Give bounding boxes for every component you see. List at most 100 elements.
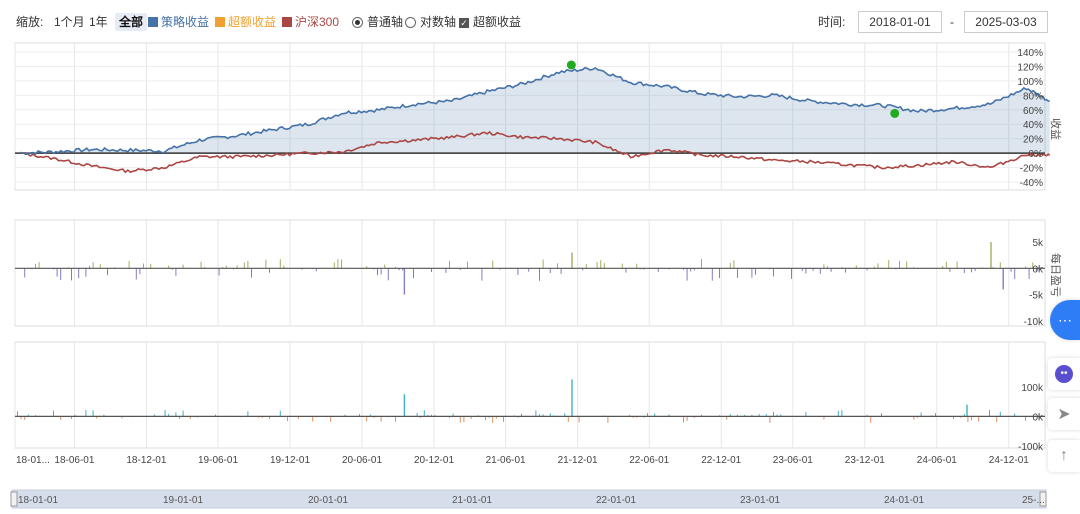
bar xyxy=(990,242,992,269)
bar-panel-y-tick: -10k xyxy=(1024,317,1044,328)
navigator-left-handle[interactable] xyxy=(10,491,18,507)
x-tick-label: 24-12-01 xyxy=(989,455,1029,466)
normal-axis-radio[interactable]: 普通轴 xyxy=(352,13,403,31)
legend-hs300-label: 沪深300 xyxy=(295,15,340,29)
bar xyxy=(78,268,80,279)
legend-excess-label: 超额收益 xyxy=(228,15,277,29)
bar xyxy=(737,268,738,278)
back-to-top-button[interactable]: ↑ xyxy=(1048,440,1080,472)
bar xyxy=(373,416,375,418)
navigator-right-handle[interactable] xyxy=(1039,491,1047,507)
excess-return-checkbox[interactable]: ✓ 超额收益 xyxy=(459,13,521,31)
bar xyxy=(449,416,450,418)
zoom-all-button[interactable]: 全部 xyxy=(115,13,148,31)
bar xyxy=(269,268,270,273)
bar xyxy=(218,268,220,276)
bar xyxy=(85,410,87,417)
end-date-input[interactable]: 2025-03-03 xyxy=(964,11,1048,33)
bar xyxy=(521,413,522,417)
bar xyxy=(585,264,587,269)
bar xyxy=(758,413,760,417)
bar xyxy=(801,268,803,272)
bar xyxy=(265,259,267,269)
bar xyxy=(726,416,728,420)
returns-y-tick: 80% xyxy=(1023,91,1043,102)
bar xyxy=(179,416,180,419)
bar xyxy=(128,261,130,269)
bar xyxy=(398,268,400,271)
bar xyxy=(204,267,206,269)
send-feedback-button[interactable]: ➤ xyxy=(1048,398,1080,430)
x-tick-label: 19-06-01 xyxy=(198,455,238,466)
bar xyxy=(89,265,90,269)
min-point-marker[interactable] xyxy=(890,108,900,118)
bar xyxy=(632,416,634,418)
start-date-input[interactable]: 2018-01-01 xyxy=(858,11,942,33)
bar xyxy=(693,268,695,271)
bar xyxy=(387,268,389,281)
zoom-1-year-button[interactable]: 1年 xyxy=(89,15,108,29)
bar xyxy=(269,416,270,419)
bar xyxy=(463,416,465,423)
bar xyxy=(1028,268,1030,279)
bar xyxy=(971,416,972,421)
legend-hs300-swatch xyxy=(282,17,292,27)
bar xyxy=(560,268,562,274)
bar xyxy=(899,260,900,269)
bar xyxy=(135,268,137,280)
bar xyxy=(870,416,872,423)
time-label: 时间: xyxy=(818,15,846,29)
bar xyxy=(481,268,483,281)
returns-y-tick: 0% xyxy=(1029,149,1044,160)
x-tick-label: 18-12-01 xyxy=(126,455,166,466)
zoom-1-month-button[interactable]: 1个月 xyxy=(54,15,85,29)
bar xyxy=(485,416,486,420)
bar xyxy=(837,410,839,417)
bar xyxy=(607,416,609,423)
bar xyxy=(17,411,18,417)
navigator-tick-label: 21-01-01 xyxy=(452,495,492,506)
bar xyxy=(917,416,918,418)
bar xyxy=(85,268,87,277)
bar xyxy=(733,260,735,269)
bar xyxy=(549,268,551,273)
bar xyxy=(251,268,252,278)
returns-y-tick: -40% xyxy=(1020,178,1043,189)
bar xyxy=(913,416,915,420)
assistant-button[interactable]: •• xyxy=(1048,358,1080,390)
bar xyxy=(330,416,332,422)
daily-pnl-y-axis: 5k 0k -5k -10k xyxy=(1024,238,1044,328)
bar xyxy=(535,410,537,417)
bar xyxy=(150,263,152,269)
bar xyxy=(542,259,544,269)
bar xyxy=(341,259,342,269)
bar xyxy=(683,268,684,270)
bar xyxy=(470,416,472,419)
bar xyxy=(963,414,965,417)
bar xyxy=(823,416,825,420)
max-point-marker[interactable] xyxy=(566,60,576,70)
bar xyxy=(578,416,580,423)
legend-hs300[interactable]: 沪深300 xyxy=(282,13,339,31)
x-tick-label: 23-06-01 xyxy=(773,455,813,466)
bar xyxy=(71,416,72,419)
bar xyxy=(247,260,249,269)
navigator-tick-label: 23-01-01 xyxy=(740,495,780,506)
chat-support-button[interactable]: ⋯ xyxy=(1050,300,1080,340)
bar xyxy=(175,412,177,417)
x-tick-label: 24-06-01 xyxy=(917,455,957,466)
bar xyxy=(567,416,569,422)
bar xyxy=(791,268,792,279)
bar xyxy=(71,268,72,281)
bar xyxy=(571,379,573,417)
bar xyxy=(776,414,778,417)
bar xyxy=(287,416,288,422)
bar xyxy=(827,266,828,269)
bar xyxy=(312,416,314,422)
bar xyxy=(603,263,605,269)
legend-strategy[interactable]: 策略收益 xyxy=(148,13,209,31)
log-axis-radio[interactable]: 对数轴 xyxy=(405,13,456,31)
returns-y-axis: 140% 120% 100% 80% 60% 40% 20% 0% -20% -40% xyxy=(1017,48,1043,189)
legend-excess[interactable]: 超额收益 xyxy=(215,13,276,31)
bar xyxy=(492,260,494,269)
